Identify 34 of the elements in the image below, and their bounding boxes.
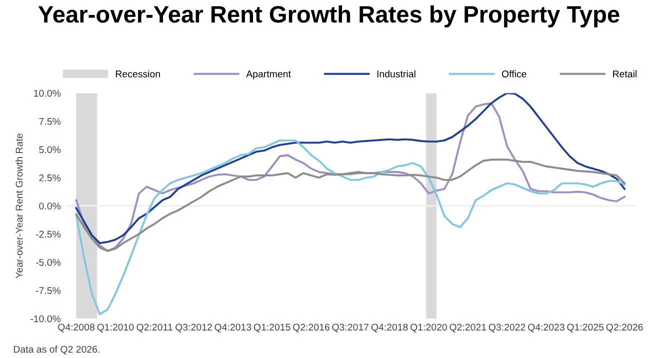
x-tick-label: Q1:2020 — [410, 324, 447, 332]
y-tick-label: -7.5% — [36, 287, 61, 294]
legend-label: Office — [502, 70, 526, 78]
x-tick-label: Q2:2016 — [293, 324, 330, 332]
legend-label: Industrial — [377, 70, 416, 78]
y-tick-label: -5.0% — [36, 258, 61, 266]
legend-label: Retail — [613, 70, 636, 78]
x-tick-label: Q3:2022 — [488, 324, 526, 332]
y-tick-label: -2.5% — [36, 230, 61, 238]
x-tick-label: Q1:2010 — [97, 324, 134, 332]
x-tick-label: Q4:2023 — [528, 324, 564, 332]
line-series — [75, 139, 626, 316]
x-tick-label: Q1:2015 — [254, 324, 290, 332]
line-series — [75, 158, 626, 252]
y-tick-label: 7.5% — [39, 118, 61, 125]
y-tick-label: 0.0% — [39, 202, 61, 210]
x-tick-label: Q4:2013 — [214, 324, 252, 332]
legend-label: Apartment — [246, 70, 291, 80]
x-tick-label: Q2:2026 — [606, 324, 643, 332]
x-tick-label: Q2:2021 — [450, 324, 486, 332]
x-tick-label: Q1:2025 — [567, 324, 604, 332]
x-tick-label: Q3:2017 — [332, 324, 369, 332]
y-tick-label: -10.0% — [30, 315, 61, 322]
legend-label: Recession — [116, 70, 160, 78]
y-tick-label: 10.0% — [34, 90, 61, 97]
x-tick-label: Q2:2011 — [136, 324, 172, 332]
y-axis-title: Year-over-Year Rent Growth Rate — [16, 134, 23, 278]
y-tick-label: 2.5% — [39, 174, 61, 182]
x-tick-label: Q4:2008 — [58, 324, 94, 332]
x-tick-label: Q4:2018 — [371, 324, 408, 332]
x-tick-label: Q3:2012 — [176, 324, 212, 332]
text: Data as of Q2 2026. — [14, 346, 100, 354]
chart-title: Year-over-Year Rent Growth Rates by Property Type — [38, 5, 620, 28]
y-tick-label: 5.0% — [39, 146, 61, 154]
